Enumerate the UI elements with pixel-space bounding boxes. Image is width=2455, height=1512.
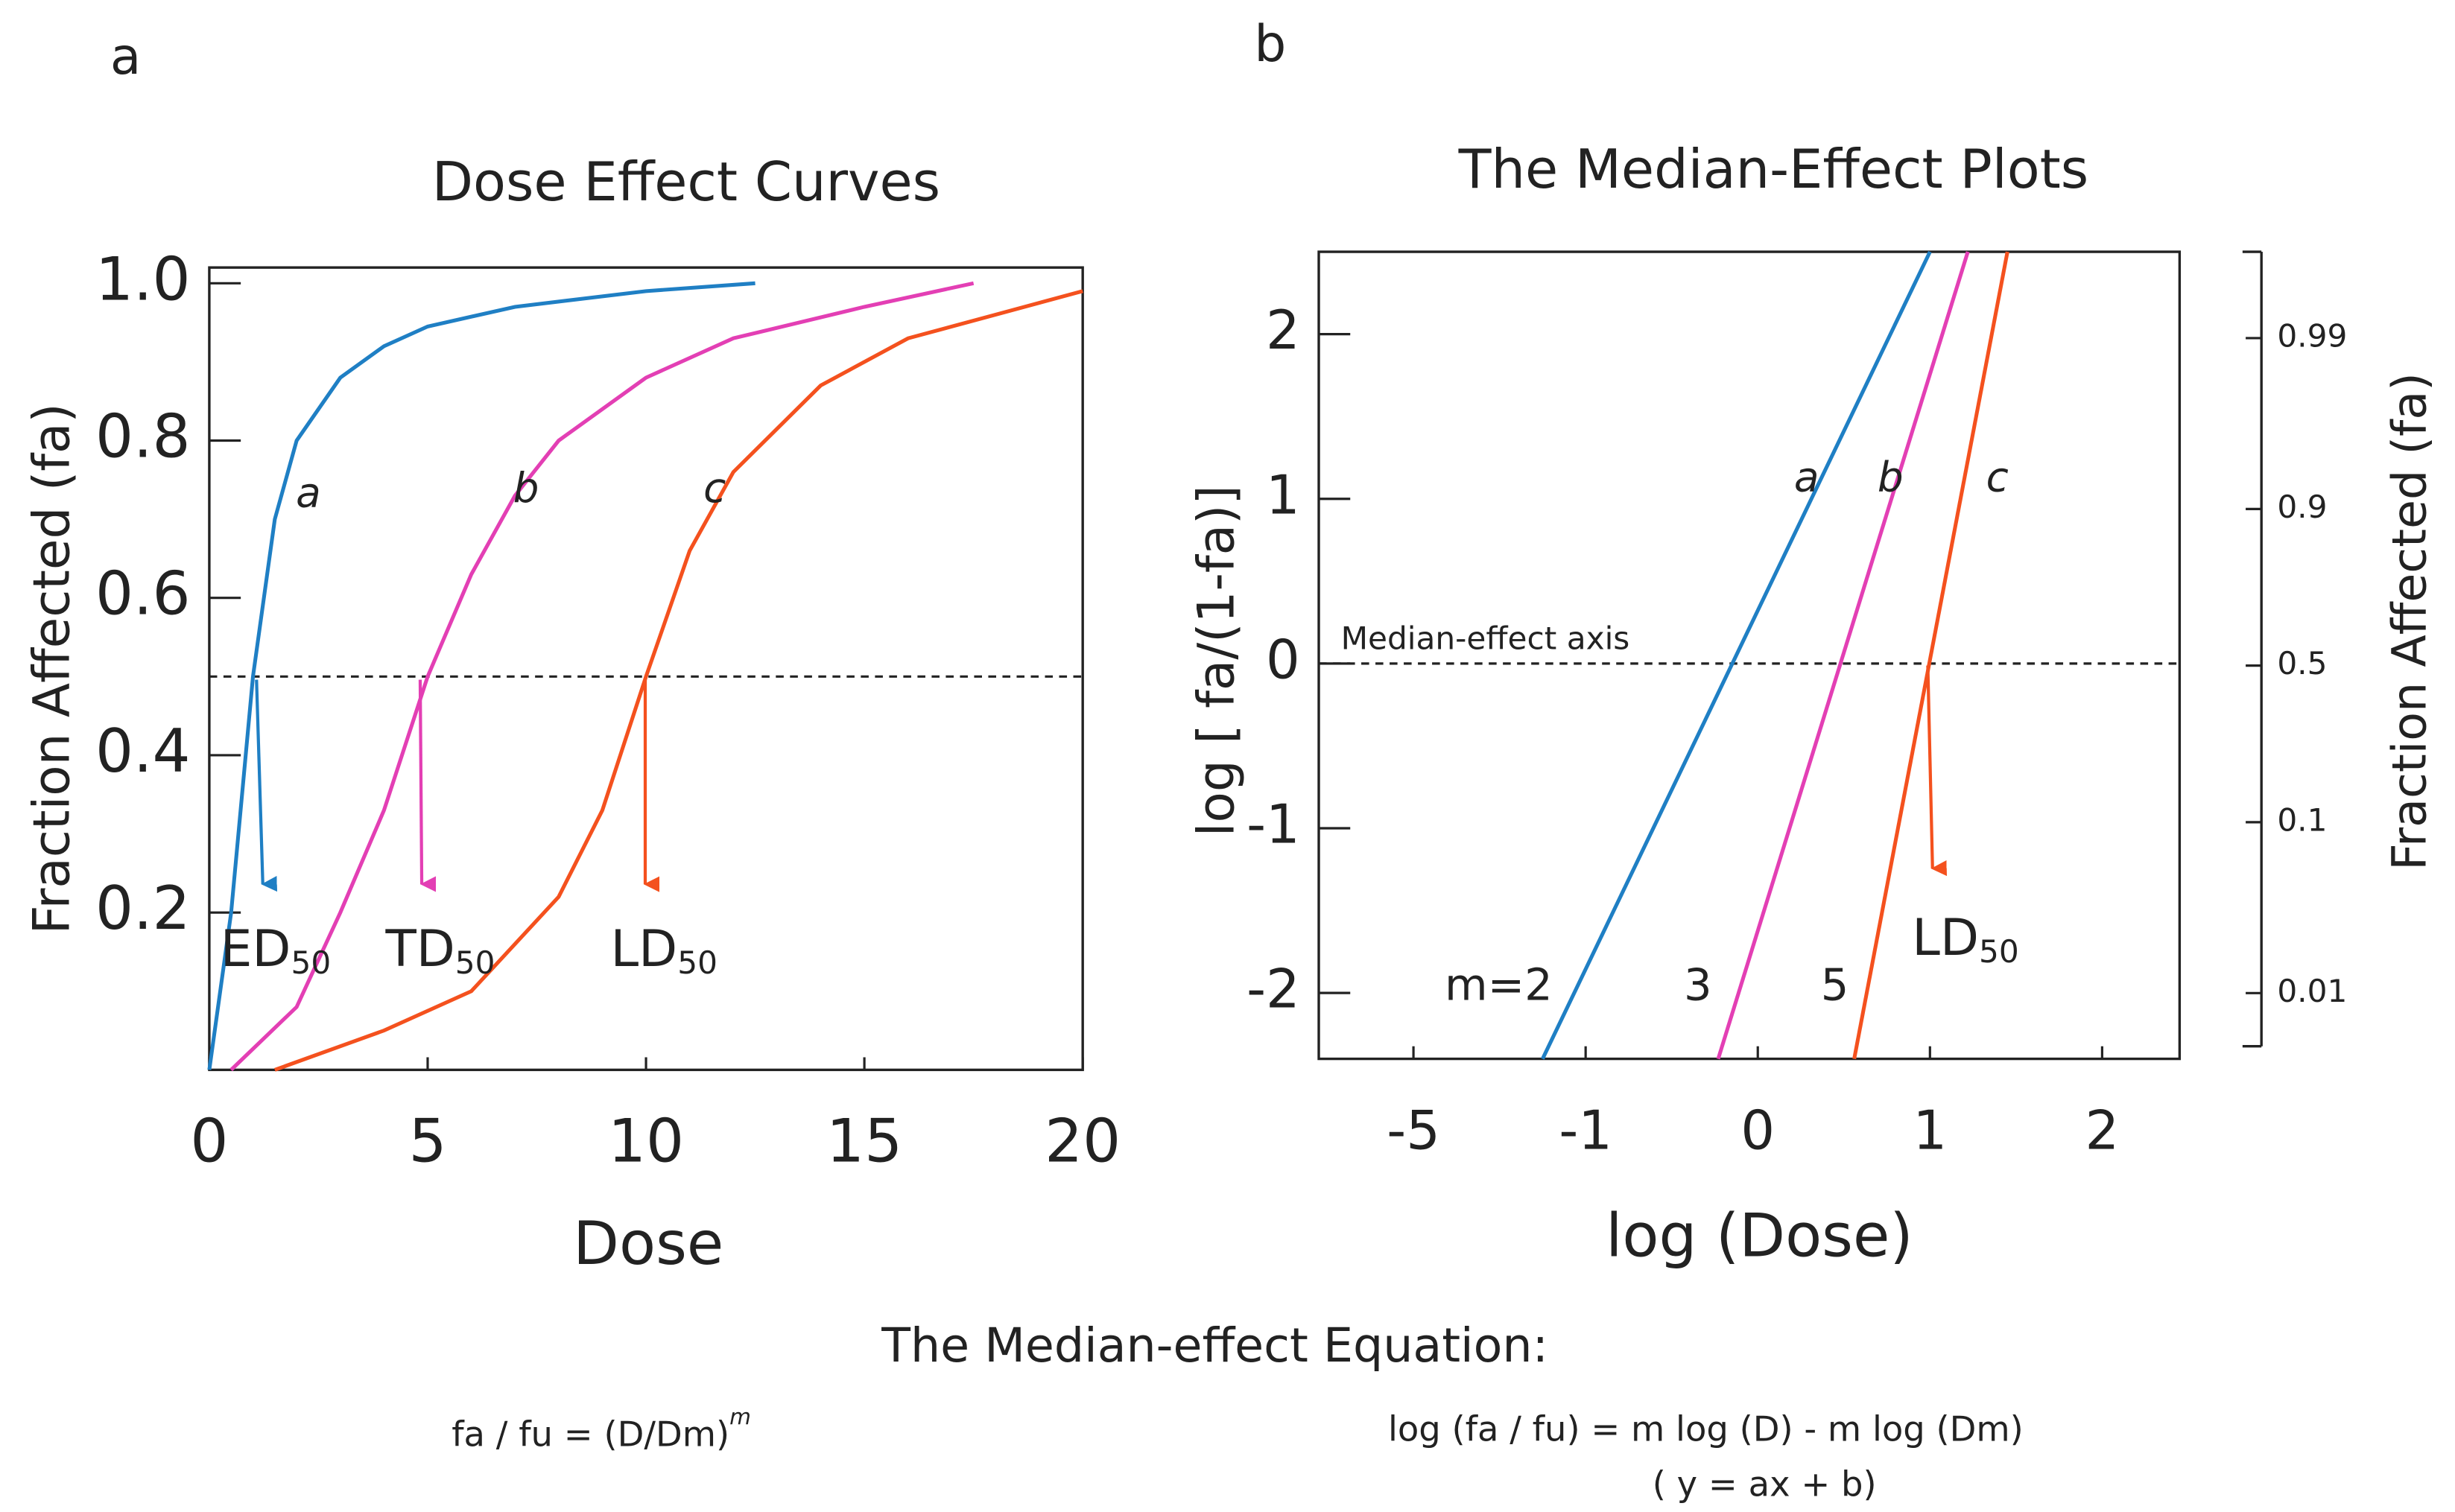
y-axis-label: log [ fa/(1-fa)] [1186,485,1245,836]
equation-heading: The Median-effect Equation: [881,1318,1548,1373]
y-tick-label: 0.2 [95,874,191,943]
x-tick-label: 20 [1045,1107,1121,1176]
median-label: Median-effect axis [1341,620,1630,656]
dose-label: TD50 [384,919,495,981]
arrow [1926,665,1948,877]
x-tick-label: 0 [190,1107,228,1176]
equation-exponent: m [729,1404,751,1429]
x-tick-label: 10 [608,1107,684,1176]
y-tick-label: 0.8 [95,401,191,471]
slope-label: 3 [1684,959,1712,1011]
dose-label-sub: 50 [455,944,495,980]
dose-label-sub: 50 [291,944,331,980]
dose-label-text: LD [611,919,678,978]
x-tick-label: 5 [408,1107,446,1176]
dose-label: ED50 [221,919,332,981]
slope-label: m=2 [1445,959,1553,1011]
y2-tick-label: 0.5 [2277,645,2327,682]
series-label: b [513,464,539,512]
y-tick-label: 1.0 [95,244,191,314]
equation-right: log (fa / fu) = m log (D) - m log (Dm) [1388,1409,2024,1449]
series-line [1541,250,1932,1060]
series-label: a [1794,453,1819,501]
y2-tick-label: 0.99 [2277,317,2347,354]
x-tick-label: 2 [2085,1099,2120,1162]
dose-label: LD50 [1912,908,2018,970]
y-tick-label: 1 [1266,463,1300,526]
x-tick-label: 0 [1740,1099,1775,1162]
series-line [229,281,975,1072]
y-tick-label: 2 [1266,299,1300,361]
x-tick-label: 1 [1913,1099,1947,1162]
series-line [273,289,1083,1072]
dose-label-sub: 50 [677,944,718,980]
equation-left-text: fa / fu = (D/Dm) [452,1414,729,1454]
dose-label-text: ED [221,919,291,978]
panel-label: a [110,27,141,86]
dose-label-text: LD [1912,908,1979,967]
arrow [418,679,437,892]
series-line [1716,251,1970,1060]
y-tick-label: 0.4 [95,717,191,786]
series-label: b [1878,453,1904,501]
arrow [255,679,278,892]
equation-left: fa / fu = (D/Dm)m [452,1404,751,1454]
series-line [1852,251,2009,1060]
chart-title: The Median-Effect Plots [1458,138,2089,200]
y-axis-label: Fraction Affected (fa) [22,403,80,934]
x-tick-label: 15 [826,1107,902,1176]
y-tick-label: 0.6 [95,559,191,629]
x-axis-label: log (Dose) [1606,1201,1913,1270]
y2-tick-label: 0.01 [2277,973,2347,1009]
dose-label: LD50 [611,919,718,981]
y2-tick-label: 0.9 [2277,489,2327,525]
chart-title: Dose Effect Curves [432,150,940,213]
y-tick-label: -2 [1246,958,1300,1020]
y-tick-label: 0 [1266,628,1300,690]
slope-label: 5 [1821,959,1849,1011]
y-tick-label: -1 [1246,793,1300,856]
series-label: c [703,464,726,512]
y2-axis-label: Fraction Affected (fa) [2382,372,2437,871]
dose-label-text: TD [384,919,454,978]
x-tick-label: -1 [1559,1099,1612,1162]
plot-frame [1317,250,2182,1061]
panel-label: b [1254,14,1286,73]
dose-label-sub: 50 [1979,933,2019,970]
series-label: c [1986,453,2009,501]
x-tick-label: -5 [1387,1099,1440,1162]
series-line [207,281,755,1070]
y2-tick-label: 0.1 [2277,801,2327,838]
x-axis-label: Dose [573,1209,723,1278]
equation-note: ( y = ax + b) [1653,1464,1877,1505]
series-label: a [296,469,321,517]
